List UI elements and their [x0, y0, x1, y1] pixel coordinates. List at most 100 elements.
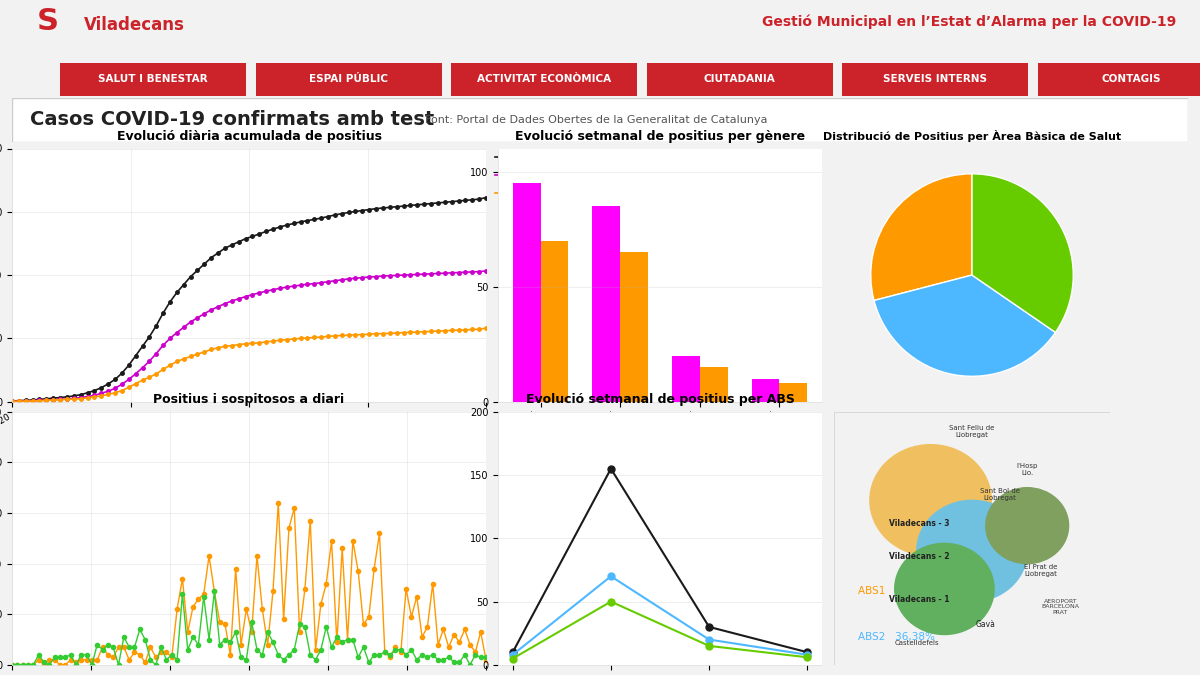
Homes — [266, 337, 281, 345]
Positius — [415, 633, 430, 641]
Wedge shape — [874, 275, 1056, 376]
Circle shape — [895, 543, 994, 634]
Text: Viladecans - 3: Viladecans - 3 — [889, 518, 949, 528]
Sospitosos — [404, 645, 419, 653]
Text: ESPAI PÚBLIC: ESPAI PÚBLIC — [310, 74, 388, 84]
Circle shape — [870, 445, 991, 556]
Positius — [404, 613, 419, 621]
Title: Positius i sospitosos a diari: Positius i sospitosos a diari — [154, 394, 344, 406]
Sospitosos — [5, 661, 19, 669]
Homes — [115, 387, 130, 395]
Text: Viladecans - 1: Viladecans - 1 — [889, 595, 949, 603]
Text: Gavà: Gavà — [976, 620, 996, 629]
Line: ABS3: ABS3 — [509, 598, 811, 662]
Dones — [115, 380, 130, 388]
FancyBboxPatch shape — [647, 63, 833, 96]
FancyBboxPatch shape — [256, 63, 442, 96]
Homes — [128, 379, 143, 387]
ABS1 — [505, 648, 520, 656]
Title: Evolució setmanal de positius per gènere: Evolució setmanal de positius per gènere — [515, 130, 805, 143]
Positius — [149, 653, 163, 662]
Total — [410, 200, 425, 209]
Text: Sant Feliu de
Llobregat: Sant Feliu de Llobregat — [949, 425, 995, 438]
Sospitosos — [341, 636, 355, 644]
Text: ABS2   36,38%: ABS2 36,38% — [858, 632, 935, 642]
Total — [266, 225, 281, 234]
FancyBboxPatch shape — [12, 98, 1188, 142]
Wedge shape — [972, 173, 1073, 332]
Dones — [149, 350, 163, 358]
Text: CONTAGIS: CONTAGIS — [1102, 74, 1160, 84]
Text: Casos COVID-19 confirmats amb test: Casos COVID-19 confirmats amb test — [30, 110, 434, 130]
Positius — [479, 656, 493, 664]
Sospitosos — [149, 661, 163, 669]
FancyBboxPatch shape — [1038, 63, 1200, 96]
Text: SALUT I BENESTAR: SALUT I BENESTAR — [98, 74, 208, 84]
Line: Homes: Homes — [11, 327, 487, 403]
Sospitosos — [208, 587, 222, 595]
Dones — [128, 370, 143, 378]
Title: Evolució diària acumulada de positius: Evolució diària acumulada de positius — [116, 130, 382, 143]
Line: Sospitosos: Sospitosos — [10, 589, 488, 667]
Text: Font: Portal de Dades Obertes de la Generalitat de Catalunya: Font: Portal de Dades Obertes de la Gene… — [418, 115, 767, 125]
Text: Sant Bol de
Llobregat: Sant Bol de Llobregat — [979, 488, 1020, 502]
Wedge shape — [871, 174, 972, 300]
Line: ABS1: ABS1 — [509, 465, 811, 655]
Positius — [341, 636, 355, 644]
Line: ABS2: ABS2 — [509, 573, 811, 658]
Bar — [672, 356, 700, 402]
Text: ACTIVITAT ECONÒMICA: ACTIVITAT ECONÒMICA — [478, 74, 611, 84]
Positius — [5, 661, 19, 669]
Line: Dones: Dones — [11, 269, 487, 403]
Homes — [5, 398, 19, 406]
Bar — [620, 252, 648, 402]
Sospitosos — [415, 651, 430, 659]
Bar — [512, 183, 540, 402]
Circle shape — [917, 500, 1027, 601]
Sospitosos — [68, 661, 83, 669]
Positius — [271, 499, 286, 507]
Dones — [410, 271, 425, 279]
FancyBboxPatch shape — [842, 63, 1028, 96]
Text: Gestió Municipal en l’Estat d’Alarma per la COVID-19: Gestió Municipal en l’Estat d’Alarma per… — [762, 15, 1176, 29]
Total — [128, 352, 143, 360]
Text: SERVEIS INTERNS: SERVEIS INTERNS — [883, 74, 988, 84]
ABS2 — [800, 651, 815, 659]
Circle shape — [986, 487, 1069, 564]
Total — [403, 201, 418, 209]
Bar — [540, 240, 569, 402]
Text: CIUTADANIA: CIUTADANIA — [704, 74, 775, 84]
ABS2 — [702, 636, 716, 644]
ABS1 — [702, 623, 716, 631]
Title: Evolució setmanal de positius per ABS: Evolució setmanal de positius per ABS — [526, 394, 794, 406]
Text: S: S — [37, 7, 59, 36]
Sospitosos — [479, 653, 493, 662]
FancyBboxPatch shape — [451, 63, 637, 96]
Text: Viladecans: Viladecans — [84, 16, 185, 34]
Text: El Prat de
Llobregat: El Prat de Llobregat — [1025, 564, 1057, 577]
FancyBboxPatch shape — [60, 63, 246, 96]
Line: Total: Total — [11, 196, 487, 403]
Homes — [149, 370, 163, 378]
Homes — [403, 328, 418, 336]
Bar — [700, 367, 727, 402]
Line: Positius: Positius — [10, 501, 488, 667]
Dones — [5, 398, 19, 406]
Sospitosos — [463, 661, 478, 669]
Bar — [593, 206, 620, 402]
Text: Viladecans - 2: Viladecans - 2 — [889, 551, 949, 560]
Text: AEROPORT
BARCELONA
PRAT: AEROPORT BARCELONA PRAT — [1042, 599, 1079, 615]
ABS3 — [604, 597, 618, 605]
ABS3 — [505, 655, 520, 663]
ABS1 — [604, 464, 618, 472]
ABS1 — [800, 648, 815, 656]
ABS3 — [800, 653, 815, 662]
Title: Distribució de Positius per Àrea Bàsica de Salut: Distribució de Positius per Àrea Bàsica … — [823, 130, 1121, 142]
Dones — [266, 286, 281, 294]
Homes — [410, 328, 425, 336]
Total — [149, 322, 163, 330]
ABS3 — [702, 642, 716, 650]
Dones — [403, 271, 418, 279]
Text: Castelldefels: Castelldefels — [894, 640, 940, 645]
Text: ABS1   29,04%: ABS1 29,04% — [858, 587, 935, 597]
